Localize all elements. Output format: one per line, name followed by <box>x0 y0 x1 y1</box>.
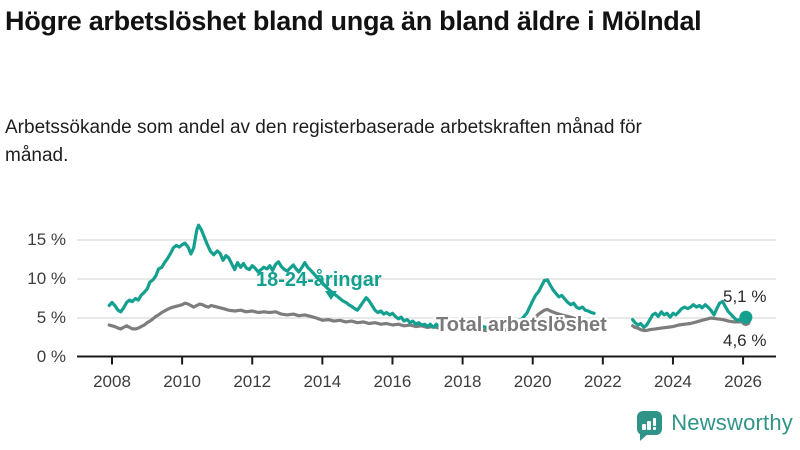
youth-line-1 <box>630 300 748 329</box>
series-label-total: Total arbetslöshet <box>436 314 607 336</box>
x-tick-label-2016: 2016 <box>373 372 412 391</box>
total-line-0 <box>107 301 596 333</box>
y-tick-label-5: 5 % <box>36 308 66 327</box>
series-label-arrow-icon <box>325 291 337 300</box>
newsworthy-brand-text: Newsworthy <box>671 410 793 435</box>
x-tick-label-2018: 2018 <box>443 372 482 391</box>
x-tick-label-2024: 2024 <box>654 372 692 391</box>
newsworthy-logo[interactable]: Newsworthy <box>637 410 793 441</box>
end-value-youth: 5,1 % <box>723 287 767 306</box>
x-tick-label-2012: 2012 <box>233 372 272 391</box>
x-tick-label-2026: 2026 <box>724 372 762 391</box>
page-title: Högre arbetslöshet bland unga än bland ä… <box>5 6 702 36</box>
end-value-total: 4,6 % <box>723 331 767 350</box>
x-tick-label-2022: 2022 <box>583 372 622 391</box>
y-tick-label-15: 15 % <box>27 230 66 249</box>
chart-subtitle: Arbetssökande som andel av den registerb… <box>5 117 642 166</box>
x-tick-label-2008: 2008 <box>93 372 131 391</box>
x-tick-label-2010: 2010 <box>163 372 202 391</box>
newsworthy-bubble-chart-icon <box>637 411 663 441</box>
x-tick-label-2020: 2020 <box>513 372 552 391</box>
x-tick-label-2014: 2014 <box>303 372 342 391</box>
y-tick-label-0: 0 % <box>36 347 66 366</box>
series-label-youth: 18-24-åringar <box>256 269 382 291</box>
total-line-1 <box>630 316 748 333</box>
y-tick-label-10: 10 % <box>27 269 66 288</box>
youth-end-dot <box>739 310 753 324</box>
